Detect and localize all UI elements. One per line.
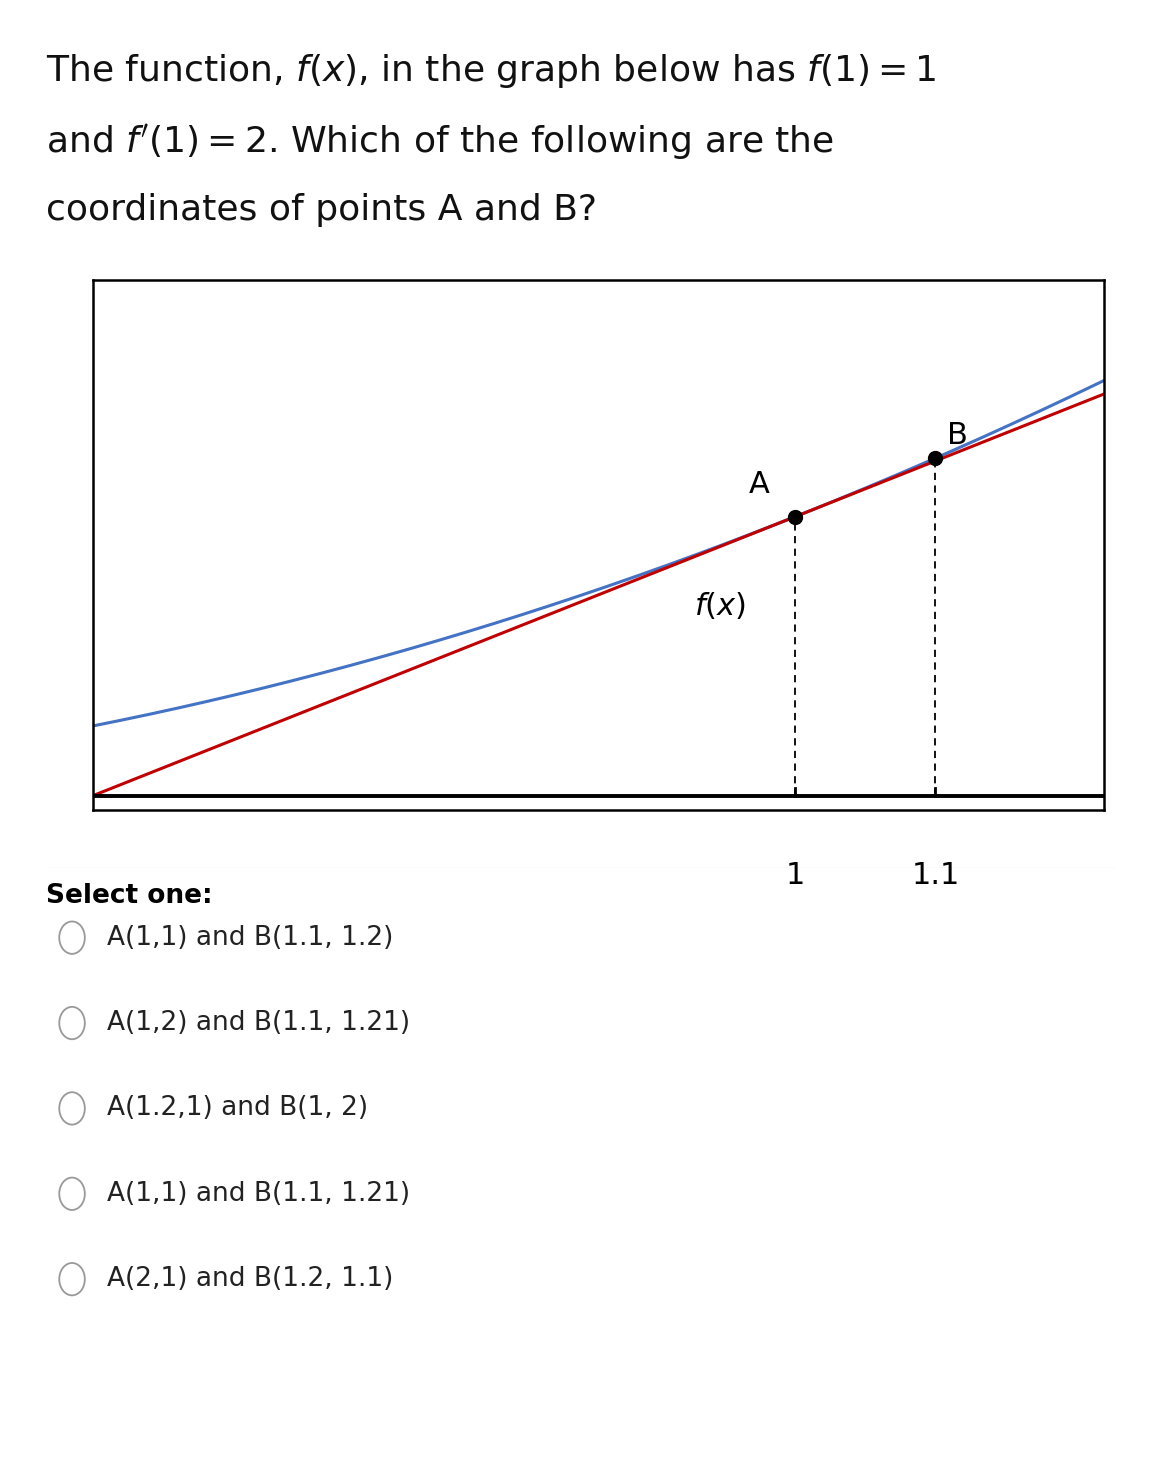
Text: A(1,1) and B(1.1, 1.2): A(1,1) and B(1.1, 1.2) bbox=[107, 924, 393, 951]
Text: The function, $f(x)$, in the graph below has $f(1) = 1$: The function, $f(x)$, in the graph below… bbox=[46, 52, 937, 90]
Text: 1: 1 bbox=[786, 861, 805, 891]
Text: A(1,1) and B(1.1, 1.21): A(1,1) and B(1.1, 1.21) bbox=[107, 1181, 410, 1207]
Text: B: B bbox=[947, 421, 968, 450]
Text: A: A bbox=[748, 470, 769, 499]
Text: and $f'(1) = 2$. Which of the following are the: and $f'(1) = 2$. Which of the following … bbox=[46, 122, 834, 162]
Text: A(2,1) and B(1.2, 1.1): A(2,1) and B(1.2, 1.1) bbox=[107, 1266, 393, 1292]
Text: A(1.2,1) and B(1, 2): A(1.2,1) and B(1, 2) bbox=[107, 1095, 368, 1122]
Text: 1.1: 1.1 bbox=[911, 861, 960, 891]
Text: coordinates of points A and B?: coordinates of points A and B? bbox=[46, 193, 597, 227]
Text: Select one:: Select one: bbox=[46, 883, 213, 910]
Text: A(1,2) and B(1.1, 1.21): A(1,2) and B(1.1, 1.21) bbox=[107, 1010, 410, 1036]
Text: $f(x)$: $f(x)$ bbox=[695, 590, 746, 621]
